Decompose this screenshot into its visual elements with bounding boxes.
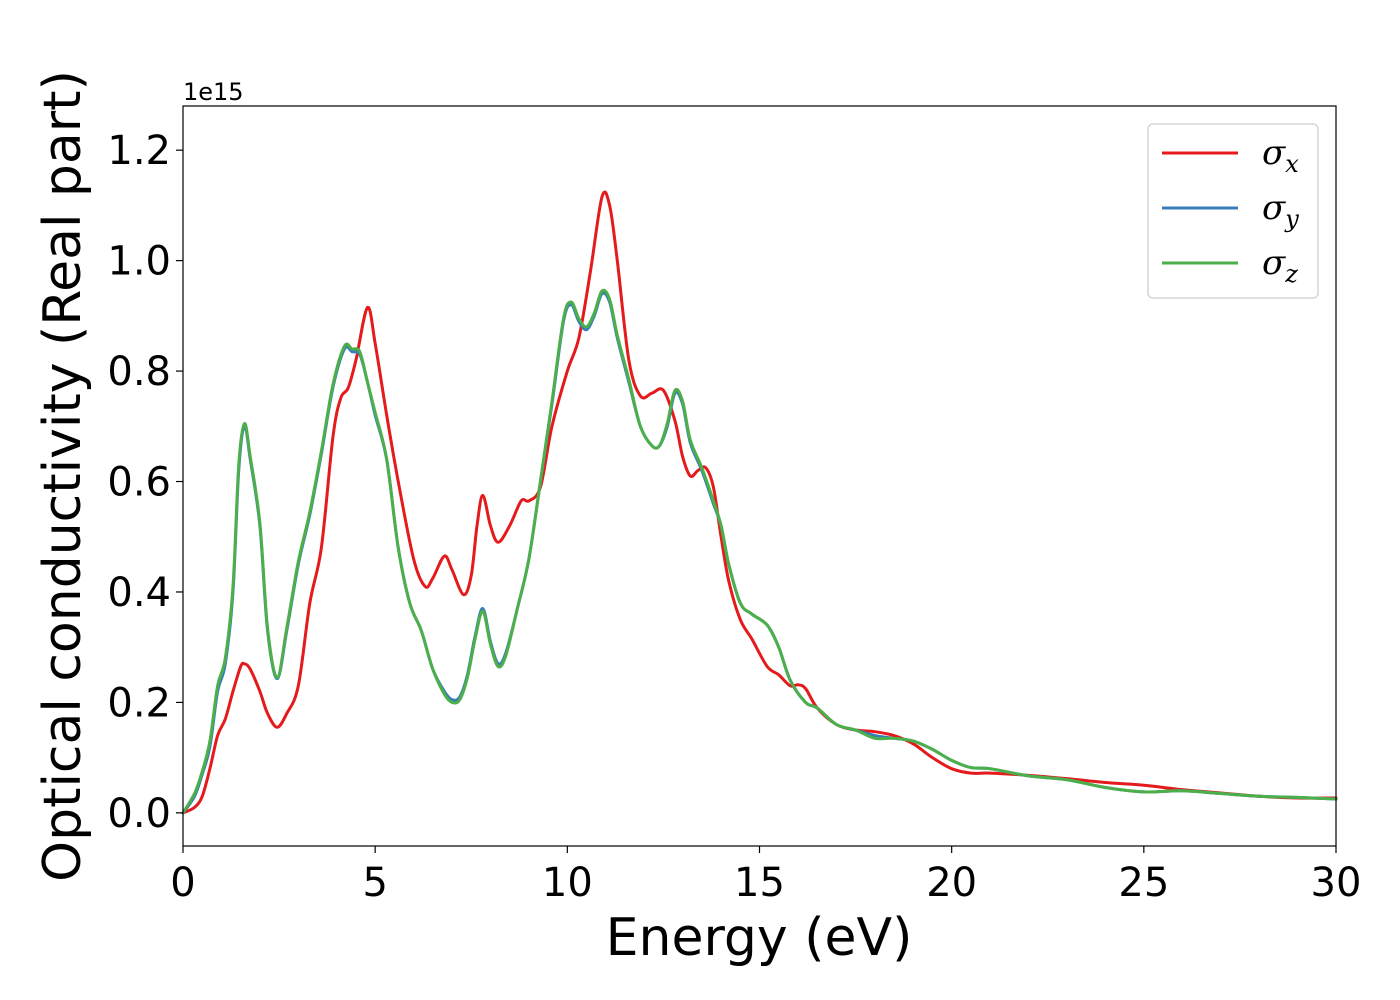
y-offset-label: 1e15	[183, 78, 244, 106]
x-tick-label: 10	[542, 860, 593, 906]
legend-label-sigma-z: σz	[1262, 243, 1298, 288]
x-tick-label: 25	[1118, 860, 1169, 906]
x-axis-label: Energy (eV)	[606, 908, 913, 968]
y-axis: 0.0 0.2 0.4 0.6 0.8 1.0 1.2	[107, 128, 183, 837]
y-tick-label: 1.0	[107, 239, 171, 285]
legend-sigma-x-base: σ	[1262, 133, 1286, 173]
y-tick-label: 0.0	[107, 791, 171, 837]
y-tick-label: 0.4	[107, 570, 171, 616]
x-tick-label: 5	[362, 860, 387, 906]
legend: σx σy σz	[1147, 123, 1319, 299]
x-tick-label: 0	[170, 860, 195, 906]
legend-box	[1147, 123, 1319, 299]
series-line-sigma-x	[181, 190, 1338, 815]
y-tick-label: 0.2	[107, 680, 171, 726]
legend-label-sigma-y: σy	[1262, 188, 1299, 233]
x-tick-label: 30	[1311, 860, 1362, 906]
y-axis-label: Optical conductivity (Real part)	[33, 70, 93, 882]
plot-background	[183, 106, 1336, 846]
series-layer	[181, 190, 1338, 815]
x-tick-label: 20	[926, 860, 977, 906]
series-line-sigma-z	[181, 288, 1338, 815]
y-tick-label: 0.8	[107, 349, 171, 395]
legend-sigma-z-base: σ	[1262, 243, 1286, 283]
legend-sigma-z-sub: z	[1284, 260, 1298, 288]
y-tick-label: 1.2	[107, 128, 171, 174]
legend-sigma-x-sub: x	[1285, 150, 1299, 178]
x-tick-label: 15	[734, 860, 785, 906]
legend-sigma-y-base: σ	[1262, 188, 1286, 228]
x-axis: 0 5 10 15 20 25 30	[170, 846, 1361, 906]
legend-sigma-y-sub: y	[1284, 205, 1299, 233]
y-tick-label: 0.6	[107, 460, 171, 506]
legend-label-sigma-x: σx	[1262, 133, 1299, 178]
